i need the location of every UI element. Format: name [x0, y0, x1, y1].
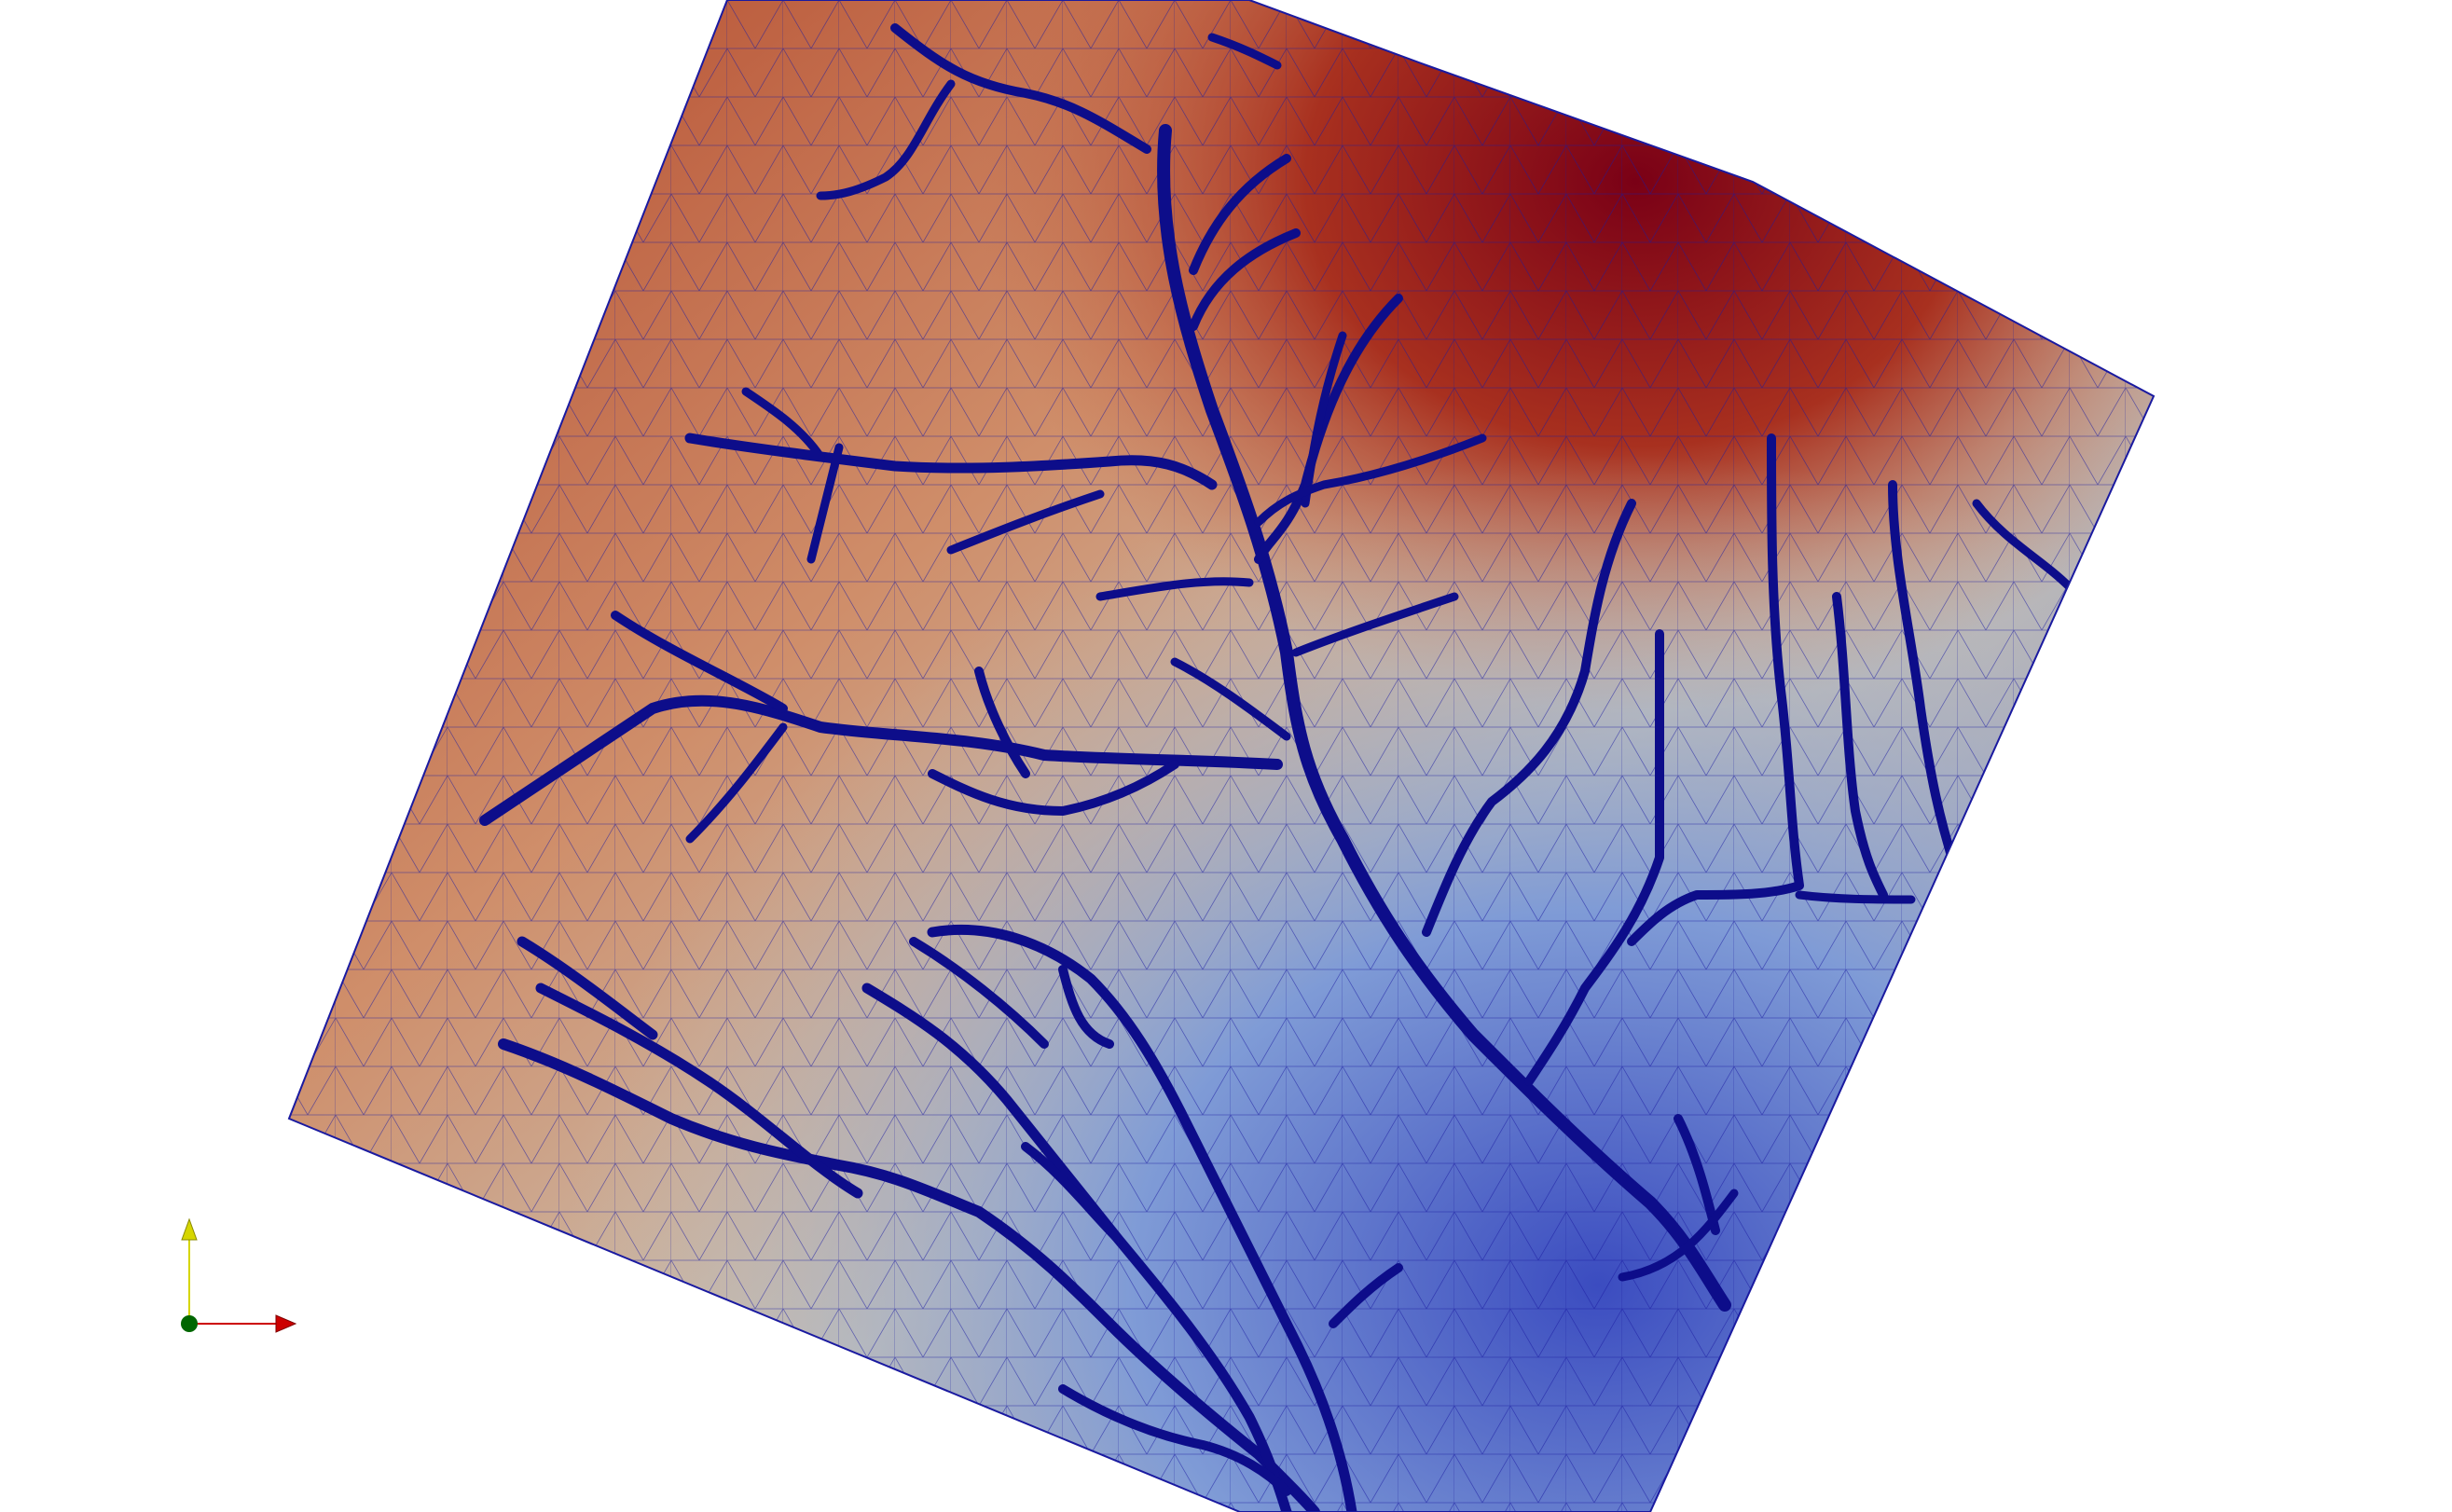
channel-branch: [1795, 890, 1916, 904]
channel-branch: [498, 1038, 1320, 1512]
channel-branch: [928, 760, 1179, 816]
channel-branch: [1170, 657, 1291, 741]
mesh-wireframe: [289, 0, 2154, 1512]
channel-branch: [611, 611, 788, 713]
channel-branch: [1189, 228, 1301, 331]
channel-main: [1157, 124, 1731, 1312]
channel-branch: [909, 937, 1049, 1049]
channel-branch: [1021, 1142, 1123, 1244]
orientation-axes: [181, 1217, 297, 1333]
channel-branch: [535, 983, 863, 1199]
channel-branch: [684, 433, 1218, 490]
channel-branch: [1618, 1189, 1739, 1282]
channel-branch: [806, 443, 844, 564]
channel-branch: [1301, 331, 1347, 508]
terrain-mesh: [289, 0, 2154, 1512]
channel-branch: [1888, 480, 1963, 881]
channel-branch: [1422, 499, 1636, 937]
channel-branch: [1254, 433, 1487, 527]
channel-branch: [1058, 965, 1114, 1049]
channel-branch: [517, 936, 658, 1040]
origin-icon: [181, 1315, 198, 1332]
y-axis-arrow-icon: [181, 1217, 198, 1241]
channel-branch: [1972, 499, 2074, 592]
channel-network: [479, 23, 2074, 1512]
channel-branch: [1627, 433, 1804, 946]
channel-branch: [927, 925, 1357, 1512]
channel-branch: [479, 694, 1283, 826]
channel-branch: [890, 23, 1151, 154]
channel-branch: [1832, 592, 1888, 900]
channel-branch: [1524, 629, 1664, 1086]
channel-branch: [1207, 33, 1282, 70]
channel-branch: [1291, 592, 1459, 657]
channel-branch: [1189, 154, 1291, 275]
channel-branch: [974, 667, 1030, 778]
channel-branch: [1095, 577, 1254, 601]
channel-branch: [741, 387, 825, 461]
domain-outline: [287, 0, 2156, 1512]
channel-branch: [1329, 1263, 1403, 1328]
channel-branch: [1058, 1384, 1291, 1496]
x-axis-arrow-icon: [275, 1314, 297, 1333]
channel-branch: [816, 79, 956, 200]
channel-branch: [946, 489, 1105, 555]
channel-branch: [685, 722, 788, 844]
